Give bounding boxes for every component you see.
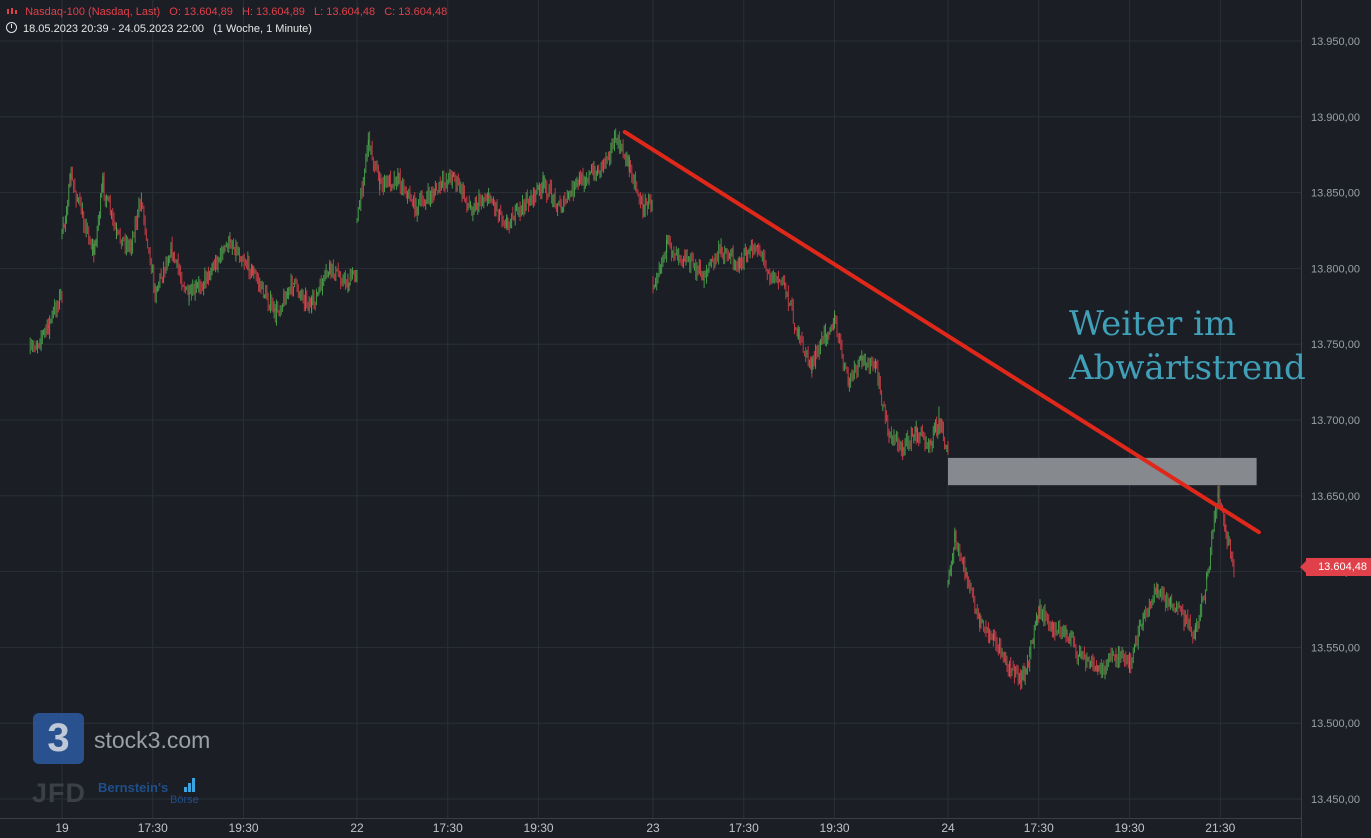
annotation-line-2: Abwärtstrend [1069,348,1306,388]
y-tick-label: 13.800,00 [1311,263,1360,275]
y-tick-label: 13.700,00 [1311,415,1360,427]
last-price-tag: 13.604,48 [1300,558,1371,576]
x-tick-label: 17:30 [433,821,463,835]
y-tick-label: 13.500,00 [1311,718,1360,730]
x-tick-label: 24 [941,821,955,835]
bars-icon [184,778,196,792]
x-tick-label: 19:30 [229,821,259,835]
bernstein-watermark: Bernstein's [98,780,169,795]
boerse-watermark: Börse [170,794,199,806]
candle-chart-icon [7,8,17,14]
x-tick-label: 21:30 [1205,821,1235,835]
candles [29,128,1235,691]
x-tick-label: 19 [55,821,69,835]
instrument-name: Nasdaq-100 (Nasdaq, Last) [25,6,161,18]
trend-annotation: Weiter im Abwärtstrend [1069,302,1306,390]
annotation-line-1: Weiter im [1069,304,1237,344]
low-value: L: 13.604,48 [314,6,376,18]
resistance-zone [948,457,1257,486]
x-tick-label: 22 [350,821,364,835]
x-tick-label: 19:30 [820,821,850,835]
stock3-logo: 3 [33,713,84,764]
y-tick-label: 13.900,00 [1311,112,1360,124]
y-tick-label: 13.450,00 [1311,794,1360,806]
y-tick-label: 13.750,00 [1311,339,1360,351]
open-value: O: 13.604,89 [169,6,233,18]
y-tick-label: 13.950,00 [1311,36,1360,48]
x-tick-label: 19:30 [524,821,554,835]
x-tick-label: 17:30 [138,821,168,835]
close-value: C: 13.604,48 [384,6,448,18]
stock3-watermark: stock3.com [94,727,211,753]
x-tick-label: 23 [646,821,660,835]
interval: (1 Woche, 1 Minute) [213,23,312,35]
clock-icon [6,22,17,33]
y-tick-label: 13.850,00 [1311,188,1360,200]
y-tick-label: 13.550,00 [1311,642,1360,654]
ohlc-header: Nasdaq-100 (Nasdaq, Last) O: 13.604,89 H… [6,6,453,18]
x-tick-label: 17:30 [729,821,759,835]
x-tick-label: 19:30 [1115,821,1145,835]
y-tick-label: 13.650,00 [1311,491,1360,503]
jfd-watermark: JFD [32,778,87,808]
x-tick-label: 17:30 [1024,821,1054,835]
trendline [622,129,1261,535]
date-range: 18.05.2023 20:39 - 24.05.2023 22:00 [23,23,205,35]
high-value: H: 13.604,89 [241,6,305,18]
range-header: 18.05.2023 20:39 - 24.05.2023 22:00 (1 W… [6,22,318,35]
